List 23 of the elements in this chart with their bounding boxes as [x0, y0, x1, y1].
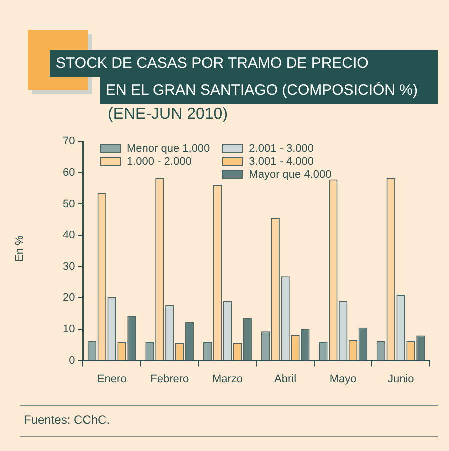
- y-tick-label: 10: [62, 324, 76, 336]
- y-tick-label: 0: [69, 354, 76, 367]
- y-axis-title: En %: [14, 236, 26, 262]
- source-note: Fuentes: CChC.: [24, 413, 110, 427]
- legend-label: Mayor que 4.000: [249, 168, 332, 180]
- y-tick-label: 40: [62, 230, 76, 242]
- legend-label: Menor que 1,000: [127, 142, 210, 154]
- y-tick-label: 20: [62, 292, 76, 304]
- x-tick-label: Mayo: [330, 373, 357, 386]
- x-tick-label: Enero: [97, 373, 127, 386]
- x-tick-label: Marzo: [212, 373, 243, 386]
- x-tick-label: Abril: [274, 373, 297, 386]
- chart-subtitle: (ENE-JUN 2010): [108, 106, 228, 124]
- x-tick-label: Febrero: [150, 373, 190, 386]
- chart-title: STOCK DE CASAS POR TRAMO DE PRECIO EN EL GRAN SANTIAGO (COMPOSICIÓN %): [55, 54, 419, 101]
- y-tick-label: 30: [62, 260, 76, 273]
- legend-label: 1.000 - 2.000: [127, 156, 192, 168]
- y-tick-label: 70: [62, 136, 76, 148]
- legend-label: 2.001 - 3.000: [249, 142, 314, 154]
- y-tick-label: 60: [62, 166, 76, 179]
- legend-label: 3.001 - 4.000: [249, 156, 314, 168]
- x-tick-label: Junio: [388, 373, 414, 386]
- y-tick-label: 50: [62, 198, 76, 210]
